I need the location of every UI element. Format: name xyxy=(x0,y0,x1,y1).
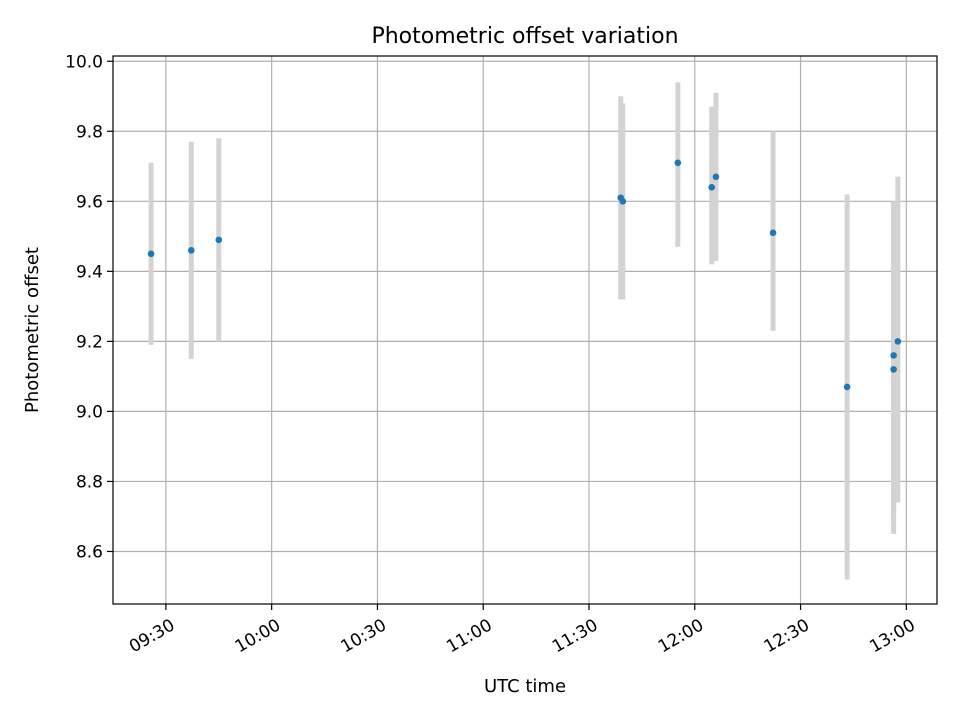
data-points xyxy=(147,159,902,391)
y-tick-label: 8.6 xyxy=(76,542,103,562)
data-point xyxy=(708,184,715,191)
data-point xyxy=(712,173,720,181)
y-tick-label: 9.4 xyxy=(76,262,103,282)
data-point xyxy=(187,247,195,254)
y-tick-label: 9.8 xyxy=(76,122,103,142)
data-point xyxy=(619,198,627,205)
y-tick-label: 9.6 xyxy=(76,192,103,212)
data-point xyxy=(215,236,223,244)
data-point xyxy=(147,250,155,258)
data-point xyxy=(769,229,777,237)
chart-title: Photometric offset variation xyxy=(371,24,678,49)
data-point xyxy=(890,352,897,359)
y-tick-label: 10.0 xyxy=(65,52,103,72)
y-tick-label: 9.0 xyxy=(76,402,103,422)
axes-frame xyxy=(112,55,938,605)
data-point xyxy=(890,366,897,373)
y-tick-label: 8.8 xyxy=(76,472,103,492)
data-point xyxy=(674,159,682,167)
y-axis-label: Photometric offset xyxy=(22,247,43,413)
data-point xyxy=(894,338,902,345)
x-axis-label: UTC time xyxy=(484,676,566,697)
grid xyxy=(113,56,937,604)
y-tick-label: 9.2 xyxy=(76,332,103,352)
data-point xyxy=(843,383,851,391)
